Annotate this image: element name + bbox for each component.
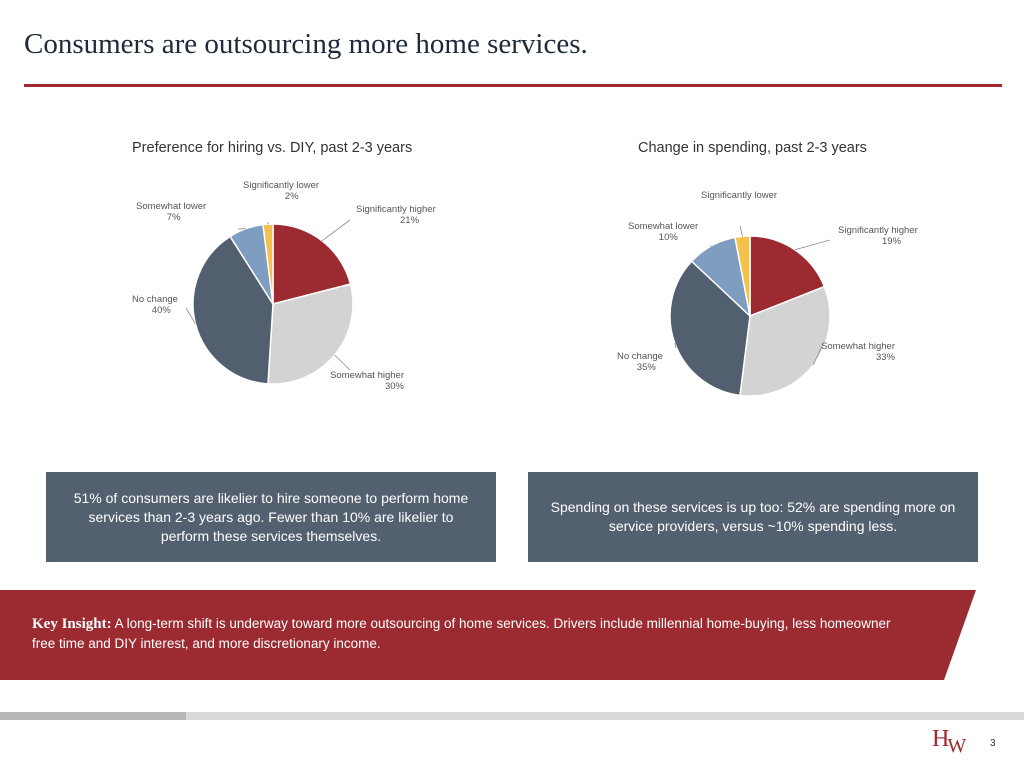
page-number: 3 [990, 738, 996, 749]
data-label-hiring-somewhat-higher: Somewhat higher 30% [330, 370, 404, 392]
chart-title-spending: Change in spending, past 2-3 years [638, 140, 867, 156]
pie-chart-hiring: Significantly higher 21% Somewhat higher 30… [132, 180, 436, 392]
leader-line-spending-somewhat-higher [812, 345, 823, 366]
leader-line-spending-no-change [674, 342, 677, 349]
key-insight-label: Key Insight: [32, 616, 112, 632]
pie-slice-spending-somewhat-higher [739, 285, 831, 397]
pie-slice-hiring-significantly-higher [272, 223, 352, 305]
company-logo: HW [932, 726, 966, 757]
callout-hiring: 51% of consumers are likelier to hire so… [46, 472, 496, 562]
pie-chart-spending: Significantly higher 19% Somewhat higher 33… [617, 190, 918, 397]
chart-title-hiring: Preference for hiring vs. DIY, past 2-3 … [132, 140, 413, 156]
leader-line-hiring-no-change [185, 307, 196, 325]
callout-spending-text: Spending on these services is up too: 52… [550, 499, 956, 534]
footer-bar [0, 712, 1024, 720]
leader-line-hiring-somewhat-higher [334, 354, 351, 371]
key-insight-body: A long-term shift is underway toward mor… [32, 616, 891, 651]
callout-spending: Spending on these services is up too: 52… [528, 472, 978, 562]
leader-line-hiring-significantly-higher [321, 219, 351, 242]
data-label-hiring-significantly-lower: Significantly lower 2% [243, 180, 319, 202]
pie-slice-hiring-somewhat-higher [267, 283, 354, 385]
callout-hiring-text: 51% of consumers are likelier to hire so… [73, 489, 469, 544]
data-label-hiring-somewhat-lower: Somewhat lower 7% [136, 201, 206, 223]
logo-letter-w: W [947, 735, 966, 757]
leader-line-spending-significantly-lower [739, 225, 743, 237]
page-title: Consumers are outsourcing more home serv… [24, 28, 588, 60]
key-insight-text: Key Insight: A long-term shift is underw… [32, 614, 892, 653]
data-label-spending-somewhat-higher: Somewhat higher 33% [821, 341, 895, 363]
data-label-hiring-no-change: No change 40% [132, 294, 178, 316]
data-label-spending-no-change: No change 35% [617, 351, 663, 373]
footer-bar-accent [0, 712, 186, 720]
data-label-hiring-significantly-higher: Significantly higher 21% [356, 204, 436, 226]
title-divider [24, 84, 1002, 87]
key-insight-banner [0, 590, 976, 680]
leader-line-spending-significantly-higher [794, 239, 831, 251]
data-label-spending-somewhat-lower: Somewhat lower 10% [628, 221, 698, 243]
pie-slice-spending-significantly-higher [749, 235, 826, 318]
data-label-spending-significantly-higher: Significantly higher 19% [838, 225, 918, 247]
data-label-spending-significantly-lower: Significantly lower [701, 190, 777, 201]
logo-letter-h: H [932, 726, 949, 752]
